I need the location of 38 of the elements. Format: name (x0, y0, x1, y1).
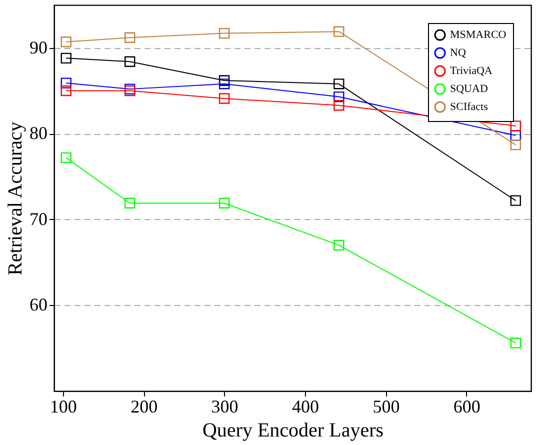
point (334, 240, 344, 251)
x-tick-label: 200 (130, 396, 158, 416)
point (510, 139, 522, 150)
x-tick-label: 400 (292, 396, 320, 416)
point (60, 85, 72, 96)
y-tick-label: 90 (30, 37, 48, 58)
point (510, 338, 522, 348)
legend-label: SCIfacts (450, 101, 488, 113)
point (334, 100, 344, 111)
point (218, 78, 230, 90)
point (334, 78, 344, 90)
y-axis-title: Retrieval Accuracy (4, 122, 26, 276)
x-axis-title: Query Encoder Layers (202, 420, 384, 442)
point (510, 195, 522, 206)
point (60, 36, 72, 48)
point (60, 152, 72, 164)
y-tick-label: 80 (30, 123, 48, 144)
legend-label: TriviaQA (450, 65, 492, 77)
point (218, 198, 230, 208)
point (124, 198, 136, 208)
point (218, 93, 230, 104)
point (510, 120, 522, 132)
point (334, 91, 344, 102)
point (60, 78, 72, 88)
legend-label: SQUAD (450, 83, 488, 95)
legend-label: NQ (450, 47, 466, 59)
x-tick-label: 100 (50, 396, 77, 416)
point (60, 52, 72, 64)
point (124, 56, 136, 67)
x-tick-label: 500 (372, 396, 400, 416)
point (218, 28, 230, 39)
x-tick-label: 600 (453, 396, 480, 416)
y-tick-label: 60 (30, 294, 48, 315)
legend-label: MSMARCO (450, 29, 506, 41)
x-tick-label: 300 (211, 396, 238, 416)
point (334, 26, 344, 37)
point (124, 32, 136, 43)
y-tick-label: 70 (30, 208, 48, 229)
